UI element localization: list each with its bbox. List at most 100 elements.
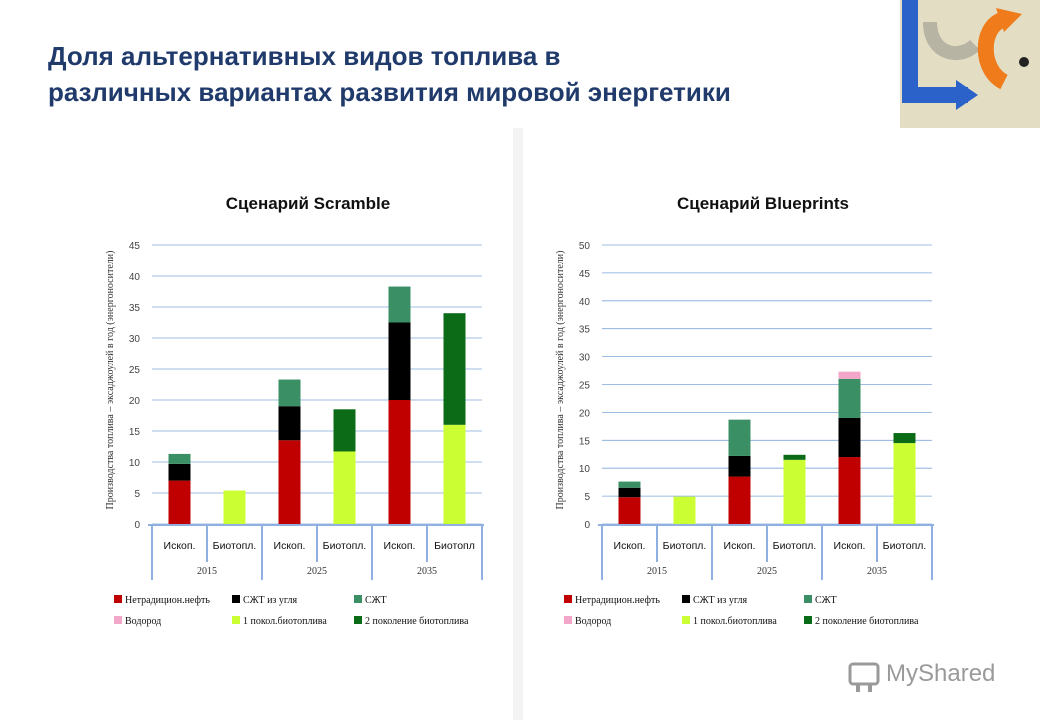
legend-swatch-hydrogen (114, 616, 122, 624)
legend-label-hydrogen: Водород (575, 616, 611, 627)
bar-segment-ctl (728, 455, 751, 477)
category-label: Ископ. (164, 540, 196, 552)
bar-segment-nontrad_oil (278, 440, 301, 524)
legend-swatch-biofuel_1gen (682, 616, 690, 624)
bar-segment-nontrad_oil (728, 476, 751, 524)
bar-segment-biofuel_1gen (223, 490, 246, 524)
group-label: 2035 (417, 566, 437, 577)
watermark: MyShared (846, 656, 1016, 696)
bar-segment-gtl (278, 379, 301, 407)
legend-swatch-nontrad_oil (564, 595, 572, 603)
y-tick-label: 25 (129, 365, 141, 376)
legend-swatch-ctl (682, 595, 690, 603)
category-label: Ископ. (834, 540, 866, 552)
bar-segment-biofuel_1gen (783, 459, 806, 524)
legend-label-hydrogen: Водород (125, 616, 161, 627)
category-label: Биотопл. (883, 540, 927, 552)
group-label: 2035 (867, 566, 887, 577)
legend-label-biofuel_2gen: 2 поколение биотоплива (815, 616, 919, 627)
legend-label-biofuel_2gen: 2 поколение биотоплива (365, 616, 469, 627)
bar-segment-nontrad_oil (618, 497, 641, 524)
bar-segment-gtl (618, 481, 641, 488)
y-tick-label: 40 (579, 297, 591, 308)
legend-label-biofuel_1gen: 1 покол.биотоплива (693, 616, 777, 627)
bar-segment-hydrogen (838, 371, 861, 379)
group-label: 2025 (307, 566, 327, 577)
legend-label-gtl: СЖТ (815, 595, 837, 606)
y-tick-label: 25 (579, 381, 591, 392)
bar-segment-biofuel_2gen (443, 313, 466, 425)
chart-blueprints: Сценарий Blueprints Производства топлива… (548, 170, 968, 640)
group-label: 2015 (647, 566, 667, 577)
y-axis-label: Производства топлива – эксаджоулей в год… (555, 251, 566, 510)
y-tick-label: 10 (129, 458, 141, 469)
legend: Нетрадицион.нефть СЖТ из угля СЖТ Водород 1 … (114, 595, 469, 627)
legend-swatch-nontrad_oil (114, 595, 122, 603)
bar-segment-ctl (278, 406, 301, 441)
legend-swatch-biofuel_1gen (232, 616, 240, 624)
y-tick-label: 5 (584, 492, 590, 503)
chart-blueprints-svg: Сценарий Blueprints Производства топлива… (555, 194, 934, 627)
legend-swatch-gtl (354, 595, 362, 603)
logo-icon (900, 0, 1040, 128)
legend-swatch-biofuel_2gen (804, 616, 812, 624)
legend: Нетрадицион.нефть СЖТ из угля СЖТ Водород 1 … (564, 595, 919, 627)
y-tick-label: 0 (584, 520, 590, 531)
bar-segment-gtl (388, 286, 411, 323)
legend-label-gtl: СЖТ (365, 595, 387, 606)
bar-segment-biofuel_2gen (783, 454, 806, 460)
bar-segment-ctl (618, 487, 641, 498)
y-tick-label: 10 (579, 464, 591, 475)
bar-segment-ctl (838, 417, 861, 458)
bar-segment-biofuel_1gen (443, 424, 466, 524)
group-label: 2025 (757, 566, 777, 577)
legend-label-nontrad_oil: Нетрадицион.нефть (575, 595, 660, 606)
legend-label-biofuel_1gen: 1 покол.биотоплива (243, 616, 327, 627)
y-tick-label: 50 (579, 241, 591, 252)
legend-label-ctl: СЖТ из угля (243, 595, 297, 606)
bar-segment-nontrad_oil (838, 457, 861, 524)
y-tick-label: 30 (579, 353, 591, 364)
bar-segment-gtl (838, 378, 861, 418)
category-label: Биотопл. (323, 540, 367, 552)
page-title: Доля альтернативных видов топлива в разл… (48, 38, 908, 110)
bar-segment-gtl (728, 419, 751, 456)
bar-segment-nontrad_oil (168, 480, 191, 524)
y-tick-label: 35 (579, 325, 591, 336)
category-label: Ископ. (724, 540, 756, 552)
y-tick-label: 30 (129, 334, 141, 345)
watermark-text: MyShared (886, 660, 996, 687)
bar-segment-gtl (168, 453, 191, 464)
legend-swatch-hydrogen (564, 616, 572, 624)
y-tick-label: 35 (129, 303, 141, 314)
y-tick-label: 20 (129, 396, 141, 407)
bar-segment-ctl (388, 322, 411, 400)
chart-title: Сценарий Scramble (226, 194, 390, 213)
legend-swatch-biofuel_2gen (354, 616, 362, 624)
legend-swatch-ctl (232, 595, 240, 603)
watermark-icon (848, 662, 880, 692)
chart-scramble-svg: Сценарий Scramble Производства топлива –… (105, 194, 484, 627)
bar-segment-biofuel_1gen (893, 443, 916, 524)
legend-label-nontrad_oil: Нетрадицион.нефть (125, 595, 210, 606)
y-tick-label: 5 (134, 489, 140, 500)
y-axis-label: Производства топлива – эксаджоулей в год… (105, 251, 116, 510)
legend-label-ctl: СЖТ из угля (693, 595, 747, 606)
chart-title: Сценарий Blueprints (677, 194, 849, 213)
bar-segment-biofuel_1gen (333, 451, 356, 524)
category-label: Ископ. (384, 540, 416, 552)
legend-swatch-gtl (804, 595, 812, 603)
y-tick-label: 0 (134, 520, 140, 531)
y-tick-label: 45 (129, 241, 141, 252)
chart-scramble: Сценарий Scramble Производства топлива –… (98, 170, 518, 640)
y-tick-label: 15 (129, 427, 141, 438)
y-tick-label: 20 (579, 408, 591, 419)
y-tick-label: 45 (579, 269, 591, 280)
bar-segment-ctl (168, 463, 191, 481)
title-line-1: Доля альтернативных видов топлива в (48, 41, 561, 71)
y-tick-label: 40 (129, 272, 141, 283)
bar-segment-biofuel_1gen (673, 496, 696, 524)
divider-shade (513, 128, 523, 720)
y-tick-label: 15 (579, 436, 591, 447)
